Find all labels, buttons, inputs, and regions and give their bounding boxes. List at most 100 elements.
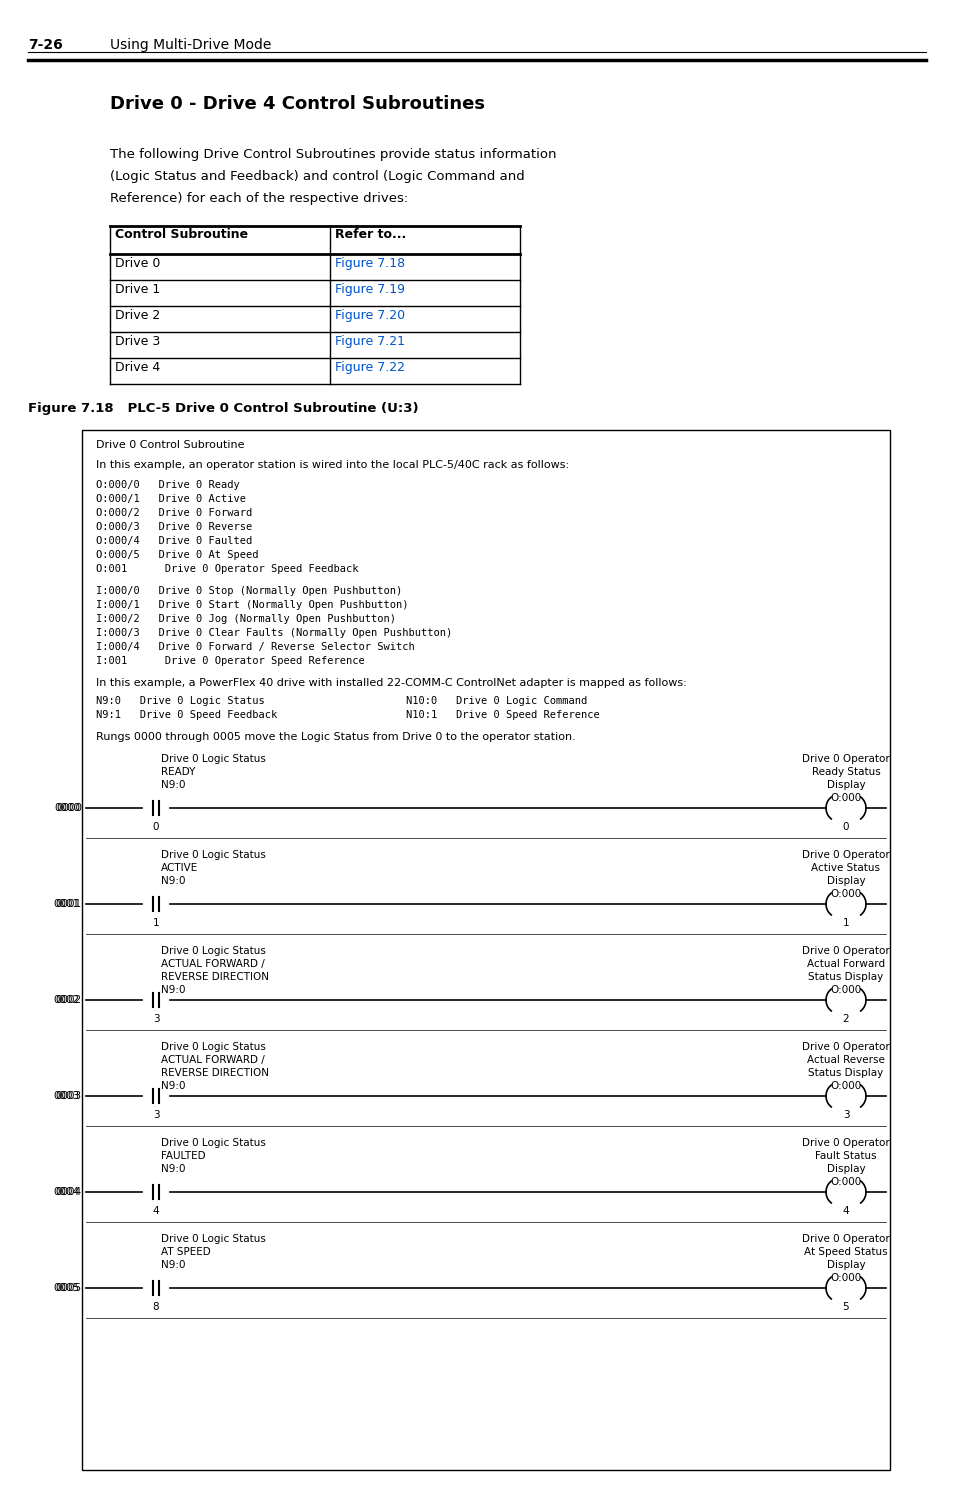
Text: 4: 4 <box>841 1206 848 1216</box>
Text: Drive 0 Logic Status: Drive 0 Logic Status <box>161 754 266 764</box>
Text: 0001: 0001 <box>53 900 80 909</box>
Text: O:000/1   Drive 0 Active: O:000/1 Drive 0 Active <box>96 494 246 504</box>
Text: READY: READY <box>161 767 195 778</box>
Text: 0004: 0004 <box>56 1187 82 1197</box>
Text: Reference) for each of the respective drives:: Reference) for each of the respective dr… <box>110 192 408 205</box>
Text: Refer to...: Refer to... <box>335 228 406 241</box>
Text: I:000/1   Drive 0 Start (Normally Open Pushbutton): I:000/1 Drive 0 Start (Normally Open Pus… <box>96 599 408 610</box>
Text: 1: 1 <box>841 917 848 928</box>
Text: 0001: 0001 <box>56 900 82 909</box>
Text: O:000: O:000 <box>829 1178 861 1187</box>
Text: 7-26: 7-26 <box>28 39 63 52</box>
Text: I:000/3   Drive 0 Clear Faults (Normally Open Pushbutton): I:000/3 Drive 0 Clear Faults (Normally O… <box>96 628 452 638</box>
Text: N10:1   Drive 0 Speed Reference: N10:1 Drive 0 Speed Reference <box>406 709 599 720</box>
Text: ACTUAL FORWARD /: ACTUAL FORWARD / <box>161 959 265 970</box>
Text: O:000: O:000 <box>829 984 861 995</box>
Text: Control Subroutine: Control Subroutine <box>115 228 248 241</box>
Text: In this example, a PowerFlex 40 drive with installed 22-COMM-C ControlNet adapte: In this example, a PowerFlex 40 drive wi… <box>96 678 686 688</box>
Text: N9:0: N9:0 <box>161 1259 185 1270</box>
Text: 0004: 0004 <box>53 1187 80 1197</box>
Text: 3: 3 <box>841 1109 848 1120</box>
Text: I:001      Drive 0 Operator Speed Reference: I:001 Drive 0 Operator Speed Reference <box>96 656 364 666</box>
Text: O:000: O:000 <box>829 889 861 900</box>
Text: Drive 0 Logic Status: Drive 0 Logic Status <box>161 1138 266 1148</box>
Text: Drive 0 Logic Status: Drive 0 Logic Status <box>161 946 266 956</box>
Text: At Speed Status: At Speed Status <box>803 1248 887 1257</box>
Text: Display: Display <box>826 781 864 790</box>
Text: N9:1   Drive 0 Speed Feedback: N9:1 Drive 0 Speed Feedback <box>96 709 277 720</box>
Text: Using Multi-Drive Mode: Using Multi-Drive Mode <box>110 39 271 52</box>
Text: Drive 0 Operator: Drive 0 Operator <box>801 946 889 956</box>
Text: 0003: 0003 <box>56 1091 82 1100</box>
Text: REVERSE DIRECTION: REVERSE DIRECTION <box>161 1068 269 1078</box>
Text: 0: 0 <box>152 822 159 833</box>
Text: 0: 0 <box>841 822 848 833</box>
Text: N10:0   Drive 0 Logic Command: N10:0 Drive 0 Logic Command <box>406 696 587 706</box>
Text: 0003: 0003 <box>53 1091 80 1100</box>
Text: 5: 5 <box>841 1303 848 1312</box>
Text: Active Status: Active Status <box>811 862 880 873</box>
Text: Drive 2: Drive 2 <box>115 309 160 323</box>
Text: Drive 0: Drive 0 <box>115 257 160 271</box>
Text: 1: 1 <box>152 917 159 928</box>
Text: Drive 0 Operator: Drive 0 Operator <box>801 1138 889 1148</box>
Text: O:000/2   Drive 0 Forward: O:000/2 Drive 0 Forward <box>96 509 252 517</box>
Text: Drive 0 Logic Status: Drive 0 Logic Status <box>161 1042 266 1051</box>
Text: 2: 2 <box>841 1014 848 1025</box>
Text: Figure 7.18   PLC-5 Drive 0 Control Subroutine (U:3): Figure 7.18 PLC-5 Drive 0 Control Subrou… <box>28 401 418 415</box>
Text: ACTIVE: ACTIVE <box>161 862 198 873</box>
Text: 0002: 0002 <box>56 995 82 1005</box>
Text: Actual Reverse: Actual Reverse <box>806 1054 884 1065</box>
Text: Ready Status: Ready Status <box>811 767 880 778</box>
Text: Figure 7.19: Figure 7.19 <box>335 283 405 296</box>
Text: O:000/4   Drive 0 Faulted: O:000/4 Drive 0 Faulted <box>96 535 252 546</box>
Text: O:000/0   Drive 0 Ready: O:000/0 Drive 0 Ready <box>96 480 239 491</box>
Text: I:000/4   Drive 0 Forward / Reverse Selector Switch: I:000/4 Drive 0 Forward / Reverse Select… <box>96 642 415 651</box>
Text: I:000/0   Drive 0 Stop (Normally Open Pushbutton): I:000/0 Drive 0 Stop (Normally Open Push… <box>96 586 402 596</box>
Text: 0005: 0005 <box>56 1283 82 1294</box>
Text: Status Display: Status Display <box>807 972 882 981</box>
Text: Status Display: Status Display <box>807 1068 882 1078</box>
Text: 0000: 0000 <box>54 803 80 813</box>
Text: Figure 7.20: Figure 7.20 <box>335 309 405 323</box>
Text: Drive 1: Drive 1 <box>115 283 160 296</box>
Text: N9:0: N9:0 <box>161 1164 185 1175</box>
Text: In this example, an operator station is wired into the local PLC-5/40C rack as f: In this example, an operator station is … <box>96 459 569 470</box>
Text: Drive 0 - Drive 4 Control Subroutines: Drive 0 - Drive 4 Control Subroutines <box>110 95 484 113</box>
Text: AT SPEED: AT SPEED <box>161 1248 211 1257</box>
Text: Drive 3: Drive 3 <box>115 335 160 348</box>
Text: (Logic Status and Feedback) and control (Logic Command and: (Logic Status and Feedback) and control … <box>110 170 524 183</box>
Text: Drive 0 Operator: Drive 0 Operator <box>801 1234 889 1245</box>
Text: Drive 0 Control Subroutine: Drive 0 Control Subroutine <box>96 440 244 451</box>
Text: O:000/5   Drive 0 At Speed: O:000/5 Drive 0 At Speed <box>96 550 258 561</box>
Text: I:000/2   Drive 0 Jog (Normally Open Pushbutton): I:000/2 Drive 0 Jog (Normally Open Pushb… <box>96 614 395 625</box>
Text: Drive 0 Operator: Drive 0 Operator <box>801 851 889 859</box>
Text: N9:0   Drive 0 Logic Status: N9:0 Drive 0 Logic Status <box>96 696 265 706</box>
Text: Drive 0 Logic Status: Drive 0 Logic Status <box>161 851 266 859</box>
Text: The following Drive Control Subroutines provide status information: The following Drive Control Subroutines … <box>110 149 556 161</box>
Text: O:001      Drive 0 Operator Speed Feedback: O:001 Drive 0 Operator Speed Feedback <box>96 564 358 574</box>
Text: REVERSE DIRECTION: REVERSE DIRECTION <box>161 972 269 981</box>
Text: 3: 3 <box>152 1109 159 1120</box>
Text: O:000: O:000 <box>829 1273 861 1283</box>
Text: Drive 4: Drive 4 <box>115 361 160 375</box>
Bar <box>82 430 889 1471</box>
Text: 0002: 0002 <box>53 995 80 1005</box>
Text: N9:0: N9:0 <box>161 781 185 790</box>
Text: Display: Display <box>826 1259 864 1270</box>
Text: FAULTED: FAULTED <box>161 1151 206 1161</box>
Text: Rungs 0000 through 0005 move the Logic Status from Drive 0 to the operator stati: Rungs 0000 through 0005 move the Logic S… <box>96 732 576 742</box>
Text: O:000: O:000 <box>829 793 861 803</box>
Text: O:000: O:000 <box>829 1081 861 1091</box>
Text: N9:0: N9:0 <box>161 876 185 886</box>
Text: Figure 7.18: Figure 7.18 <box>335 257 405 271</box>
Text: Figure 7.21: Figure 7.21 <box>335 335 405 348</box>
Text: Actual Forward: Actual Forward <box>806 959 884 970</box>
Text: Fault Status: Fault Status <box>814 1151 876 1161</box>
Text: N9:0: N9:0 <box>161 984 185 995</box>
Text: ACTUAL FORWARD /: ACTUAL FORWARD / <box>161 1054 265 1065</box>
Text: Display: Display <box>826 1164 864 1175</box>
Text: N9:0: N9:0 <box>161 1081 185 1091</box>
Text: Drive 0 Logic Status: Drive 0 Logic Status <box>161 1234 266 1245</box>
Text: Drive 0 Operator: Drive 0 Operator <box>801 1042 889 1051</box>
